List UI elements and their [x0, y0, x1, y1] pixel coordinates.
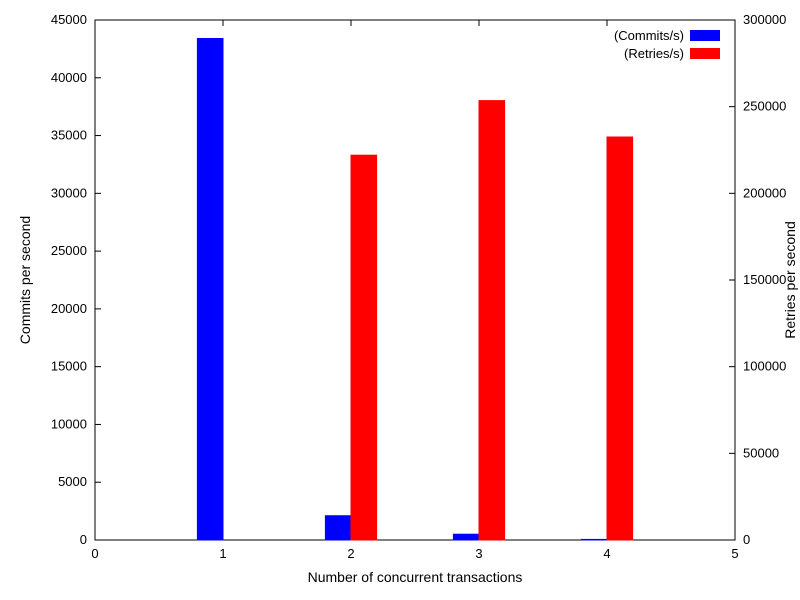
y-right-tick-label: 0 — [743, 532, 750, 547]
chart-container: 0123450500010000150002000025000300003500… — [0, 0, 800, 600]
y-left-tick-label: 0 — [80, 532, 87, 547]
x-tick-label: 4 — [603, 546, 610, 561]
legend-swatch — [690, 48, 720, 59]
y-left-tick-label: 20000 — [51, 301, 87, 316]
y-left-tick-label: 30000 — [51, 185, 87, 200]
y-left-tick-label: 35000 — [51, 128, 87, 143]
y-left-tick-label: 15000 — [51, 359, 87, 374]
x-axis-label: Number of concurrent transactions — [308, 569, 523, 585]
y-left-tick-label: 10000 — [51, 416, 87, 431]
x-tick-label: 2 — [347, 546, 354, 561]
y-right-tick-label: 50000 — [743, 445, 779, 460]
bar — [581, 539, 607, 540]
y-right-tick-label: 100000 — [743, 359, 786, 374]
y-left-tick-label: 40000 — [51, 70, 87, 85]
plot-area — [95, 20, 735, 540]
bar — [351, 155, 377, 540]
bar — [607, 137, 633, 540]
legend-swatch — [690, 30, 720, 41]
y-right-tick-label: 150000 — [743, 272, 786, 287]
x-tick-label: 5 — [731, 546, 738, 561]
y-left-tick-label: 5000 — [58, 474, 87, 489]
legend-label: (Commits/s) — [614, 28, 684, 43]
y-right-axis-label: Retries per second — [782, 221, 798, 339]
x-tick-label: 1 — [219, 546, 226, 561]
x-tick-label: 3 — [475, 546, 482, 561]
chart-svg: 0123450500010000150002000025000300003500… — [0, 0, 800, 600]
bar — [197, 38, 223, 540]
y-left-axis-label: Commits per second — [17, 216, 33, 344]
y-right-tick-label: 200000 — [743, 185, 786, 200]
bar — [453, 534, 479, 540]
x-tick-label: 0 — [91, 546, 98, 561]
y-left-tick-label: 45000 — [51, 12, 87, 27]
bar — [325, 516, 351, 540]
legend-label: (Retries/s) — [624, 46, 684, 61]
y-left-tick-label: 25000 — [51, 243, 87, 258]
y-right-tick-label: 300000 — [743, 12, 786, 27]
y-right-tick-label: 250000 — [743, 99, 786, 114]
bar — [479, 101, 505, 540]
